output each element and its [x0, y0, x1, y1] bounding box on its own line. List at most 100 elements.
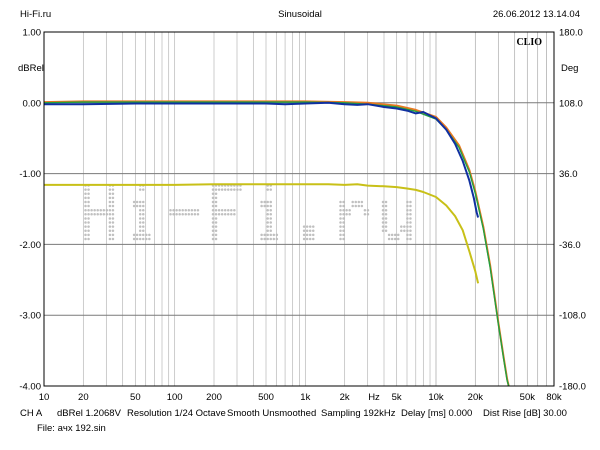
watermark-dot: [400, 225, 403, 228]
y-tick-label: 1.00: [23, 28, 42, 39]
watermark-dot: [169, 213, 172, 216]
watermark-dot: [381, 208, 385, 212]
watermark-dot: [142, 233, 145, 237]
watermark-dot: [342, 221, 345, 224]
footer-dist-rise: Dist Rise [dB] 30.00: [483, 408, 567, 419]
watermark-dot: [214, 225, 218, 228]
watermark-dot: [148, 237, 151, 241]
watermark-dot: [260, 233, 263, 237]
watermark-dot: [84, 237, 87, 241]
y-tick-label: 0.00: [23, 98, 42, 109]
watermark-dot: [102, 213, 106, 216]
watermark-dot: [351, 204, 354, 208]
major-grid: [44, 31, 554, 387]
watermark-dot: [214, 204, 218, 208]
watermark-dot: [260, 200, 263, 204]
watermark-dot: [345, 213, 348, 216]
watermark-dot: [393, 237, 397, 241]
watermark-dot: [342, 237, 345, 241]
y-tick-label: -2.00: [19, 240, 41, 251]
watermark-dot: [351, 200, 354, 204]
x-tick-label: 5k: [392, 392, 402, 403]
watermark-dot: [263, 200, 266, 204]
watermark-dot: [363, 213, 367, 216]
watermark-dot: [172, 213, 175, 216]
watermark-dot: [342, 233, 345, 237]
watermark-dot: [196, 208, 200, 212]
watermark-dot: [266, 225, 269, 228]
x-tick-label: 80k: [546, 392, 562, 403]
watermark-dot: [111, 204, 115, 208]
watermark-dot: [409, 200, 412, 204]
watermark-dot: [211, 208, 215, 212]
watermark-dot: [348, 213, 351, 216]
watermark-dot: [305, 225, 309, 228]
watermark-dot: [230, 208, 233, 212]
watermark-dot: [214, 237, 218, 241]
x-tick-label: 500: [258, 392, 274, 403]
watermark-dot: [142, 229, 145, 233]
watermark-dot: [181, 213, 184, 216]
x-tick-label: 20: [78, 392, 89, 403]
watermark-dot: [211, 217, 215, 220]
footer-sampling: Sampling 192kHz: [321, 408, 396, 419]
watermark-dot: [111, 200, 115, 204]
watermark-dot: [214, 200, 218, 204]
watermark-dot: [266, 213, 269, 216]
watermark-dot: [145, 233, 148, 237]
watermark-dot: [108, 213, 112, 216]
watermark-dot: [363, 208, 367, 212]
watermark-dot: [84, 208, 87, 212]
watermark-dot: [108, 229, 112, 233]
watermark-dot: [263, 237, 266, 241]
watermark-dot: [312, 233, 315, 237]
watermark-dot: [142, 217, 145, 220]
watermark-dot: [111, 237, 115, 241]
watermark-dot: [96, 213, 99, 216]
watermark-dot: [269, 221, 272, 224]
watermark-dot: [142, 208, 145, 212]
watermark-dot: [211, 229, 215, 233]
watermark-dot: [108, 204, 112, 208]
watermark-dot: [345, 208, 348, 212]
watermark-dot: [87, 192, 90, 195]
watermark-dot: [308, 225, 312, 228]
x-tick-label: 20k: [468, 392, 484, 403]
watermark-dot: [272, 237, 276, 241]
watermark-dot: [360, 200, 364, 204]
watermark-dot: [214, 192, 218, 195]
footer-channel: CH A: [20, 408, 43, 419]
watermark-dot: [381, 225, 385, 228]
watermark-dot: [339, 204, 342, 208]
watermark-dot: [381, 204, 385, 208]
watermark-dot: [272, 233, 276, 237]
watermark-dot: [381, 229, 385, 233]
watermark-dot: [269, 217, 272, 220]
minor-grid: [43, 32, 555, 386]
watermark-dot: [233, 188, 236, 191]
watermark-dot: [135, 204, 139, 208]
watermark-dot: [406, 237, 409, 241]
watermark-dot: [266, 188, 269, 191]
watermark-dot: [142, 200, 145, 204]
watermark-dot: [211, 192, 215, 195]
watermark-dot: [393, 233, 397, 237]
watermark-dot: [132, 200, 136, 204]
watermark-dot: [342, 213, 345, 216]
watermark-dot: [269, 188, 272, 191]
watermark-dot: [184, 213, 187, 216]
series-line-3: [44, 101, 480, 218]
watermark-dot: [390, 237, 394, 241]
watermark-dot: [87, 217, 90, 220]
watermark-dot: [409, 217, 412, 220]
watermark-dot: [111, 229, 115, 233]
watermark-dot: [354, 200, 357, 204]
x-tick-labels: 10 20 50 100 200 500 1k 2k 5k 10k 20k 50k 80k: [39, 392, 562, 403]
header-center: Sinusoidal: [278, 9, 322, 20]
watermark-dot: [220, 188, 224, 191]
watermark-dot: [406, 208, 409, 212]
watermark-dot: [138, 225, 142, 228]
watermark-dot: [214, 196, 218, 200]
watermark-dot: [214, 213, 218, 216]
